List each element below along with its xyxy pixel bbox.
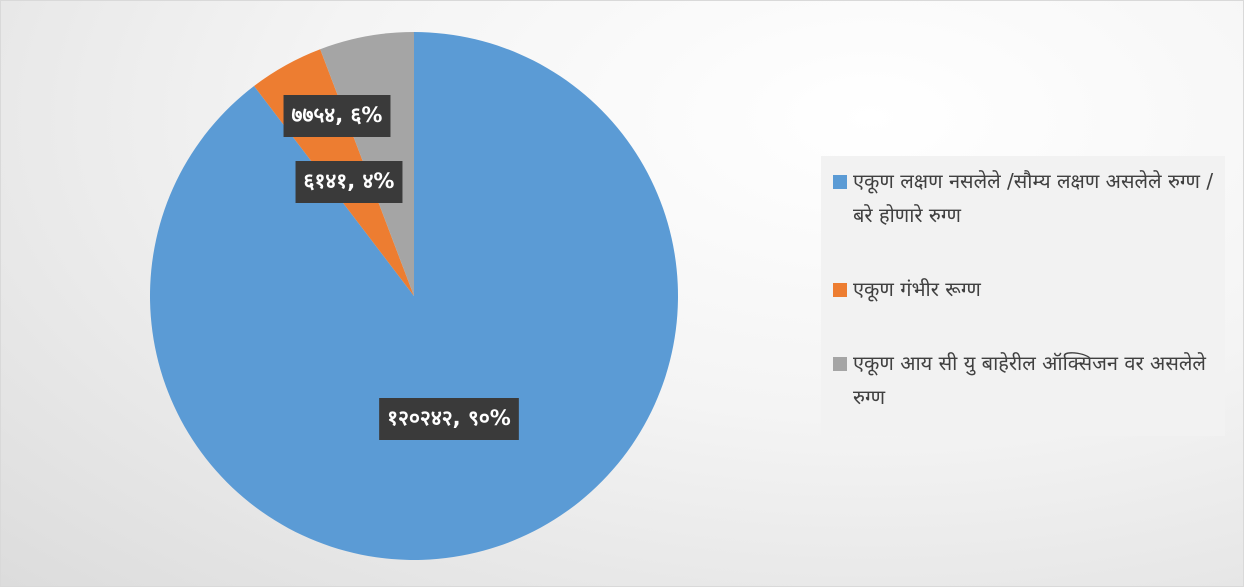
legend-swatch xyxy=(833,283,847,297)
legend: एकूण लक्षण नसलेले /सौम्य लक्षण असलेले रु… xyxy=(821,156,1225,436)
pie-slice xyxy=(149,32,678,560)
legend-item: एकूण आय सी यु बाहेरील ऑक्सिजन वर असलेले … xyxy=(833,346,1215,414)
data-label-box xyxy=(283,95,391,137)
data-label: १२०२४२, ९०% xyxy=(379,398,519,440)
data-label-text: १२०२४२, ९०% xyxy=(387,406,511,430)
data-label-text: ६१४१, ४% xyxy=(304,169,395,193)
data-label-box xyxy=(295,161,403,203)
legend-swatch xyxy=(833,175,847,189)
legend-swatch xyxy=(833,357,847,371)
data-label: ७७५४, ६% xyxy=(283,95,391,137)
legend-item: एकूण गंभीर रूग्ण xyxy=(833,272,1215,306)
data-label-box xyxy=(379,398,519,440)
data-label-text: ७७५४, ६% xyxy=(292,103,383,127)
legend-item: एकूण लक्षण नसलेले /सौम्य लक्षण असलेले रु… xyxy=(833,164,1215,232)
legend-label: एकूण लक्षण नसलेले /सौम्य लक्षण असलेले रु… xyxy=(853,169,1214,227)
data-label: ६१४१, ४% xyxy=(295,161,403,203)
legend-label: एकूण आय सी यु बाहेरील ऑक्सिजन वर असलेले … xyxy=(853,351,1206,409)
legend-label: एकूण गंभीर रूग्ण xyxy=(853,277,981,301)
